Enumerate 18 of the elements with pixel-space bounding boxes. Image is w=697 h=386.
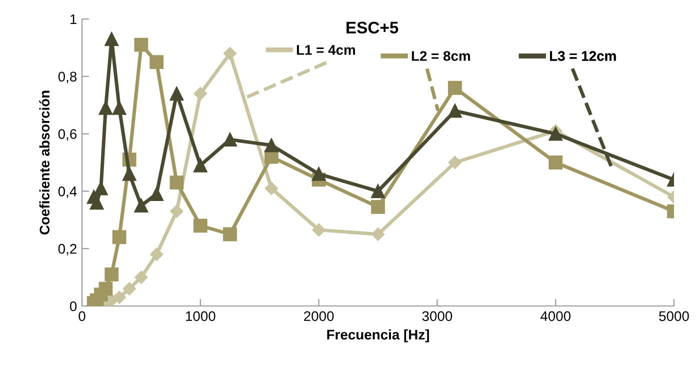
x-tick-label: 3000 <box>422 311 452 322</box>
x-tick-label: 1000 <box>186 311 216 322</box>
x-axis-title: Frecuencia [Hz] <box>327 329 429 342</box>
legend-label: L1 = 4cm <box>296 45 355 55</box>
y-tick-label: 0,8 <box>58 72 77 84</box>
x-tick-label: 0 <box>78 311 86 322</box>
y-axis-title: Coeficiente absorción <box>39 90 50 234</box>
chart-title: ESC+5 <box>346 22 398 34</box>
x-tick-label: 2000 <box>304 311 334 322</box>
x-tick-label: 5000 <box>659 311 689 322</box>
legend-label: L3 = 12cm <box>550 51 616 61</box>
y-tick-label: 0 <box>70 301 77 312</box>
legend-label: L2 = 8cm <box>412 51 470 61</box>
y-tick-label: 0,6 <box>58 129 77 141</box>
x-tick-label: 4000 <box>540 311 571 322</box>
y-tick-label: 0,4 <box>58 186 77 198</box>
y-tick-label: 1 <box>70 14 76 24</box>
y-tick-label: 0,2 <box>58 244 76 256</box>
